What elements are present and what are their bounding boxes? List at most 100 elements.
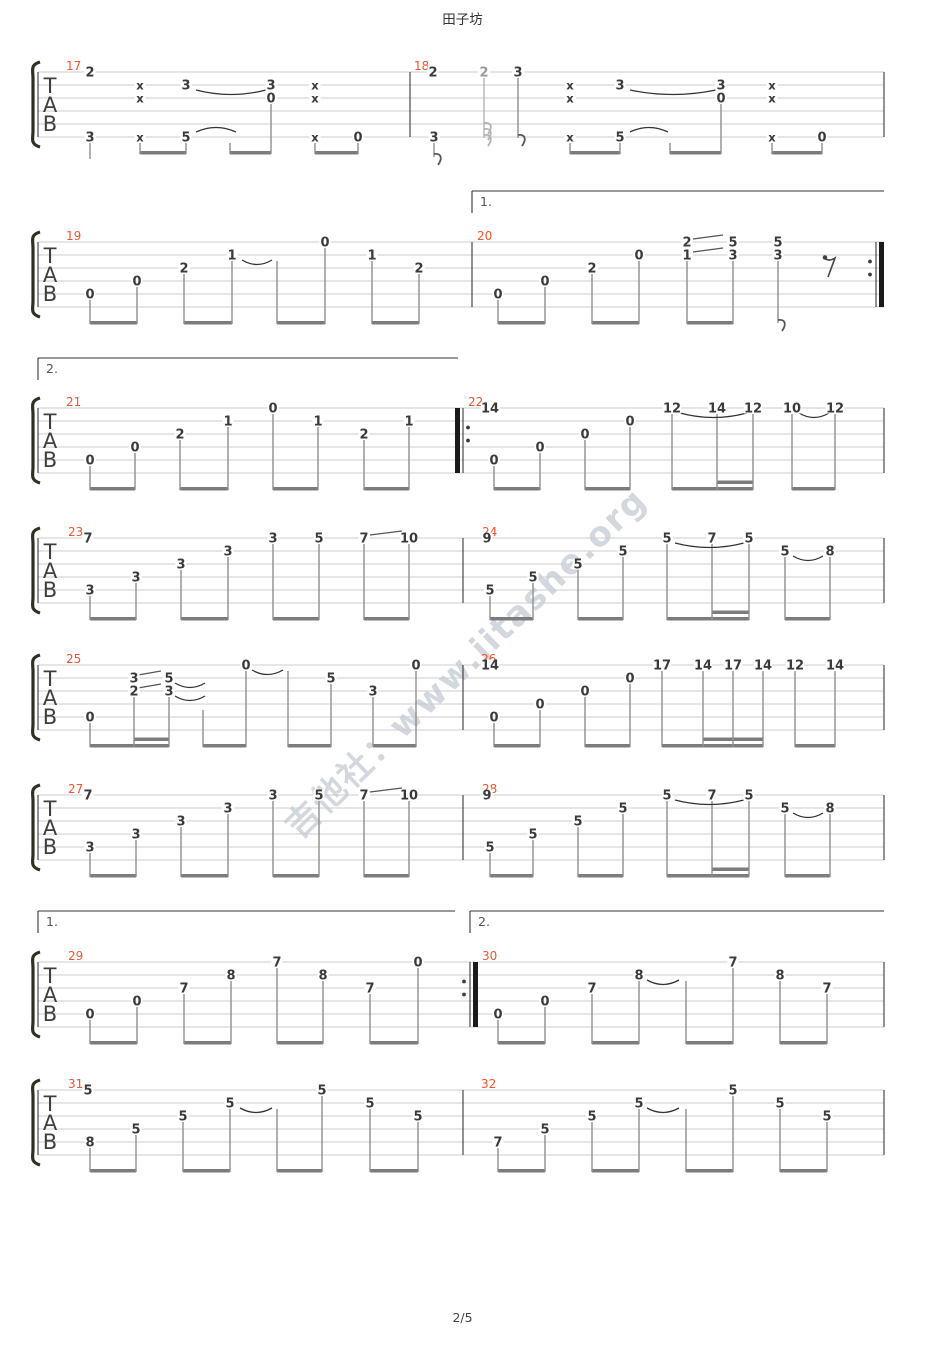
system-bracket xyxy=(30,950,41,1039)
note-halo xyxy=(706,532,718,544)
fret-number: 5 xyxy=(775,1097,784,1112)
fret-number: 2 xyxy=(179,262,188,277)
note-halo xyxy=(178,982,190,994)
note-halo xyxy=(134,131,146,143)
tab-clef-letter: T xyxy=(43,964,57,988)
volta-label: 1. xyxy=(46,914,58,929)
note-halo xyxy=(779,545,791,557)
note-halo xyxy=(652,659,672,671)
note-halo xyxy=(271,956,283,968)
fret-number: 5 xyxy=(528,571,537,586)
note-halo xyxy=(352,131,364,143)
dead-note: x xyxy=(311,92,319,106)
system-bracket xyxy=(30,60,41,149)
note-halo xyxy=(84,841,96,853)
slur xyxy=(792,812,824,819)
note-halo xyxy=(428,131,440,143)
fret-number: 5 xyxy=(314,789,323,804)
slur xyxy=(646,979,680,986)
beam xyxy=(230,151,271,155)
fret-number: 0 xyxy=(817,131,826,146)
beam xyxy=(667,874,749,878)
fret-number: 5 xyxy=(83,1084,92,1099)
note-halo xyxy=(82,532,94,544)
beam xyxy=(372,321,419,325)
beam xyxy=(277,321,325,325)
note-halo xyxy=(617,802,629,814)
tab-clef-letter: A xyxy=(43,263,58,287)
note-halo xyxy=(662,402,682,414)
tab-clef-letter: T xyxy=(43,74,57,98)
fret-number: 2 xyxy=(587,262,596,277)
note-halo xyxy=(779,802,791,814)
note-halo xyxy=(180,79,192,91)
tab-clef-letter: B xyxy=(43,282,57,306)
tab-clef-letter: A xyxy=(43,686,58,710)
fret-number: 5 xyxy=(728,236,737,251)
measure-number: 27 xyxy=(68,782,83,796)
fret-number: 3 xyxy=(223,545,232,560)
fret-number: 0 xyxy=(85,454,94,469)
note-halo xyxy=(772,236,784,248)
slur xyxy=(195,126,237,133)
measure-number: 25 xyxy=(66,652,81,666)
beam xyxy=(672,487,753,491)
note-halo xyxy=(366,249,378,261)
fret-number: 0 xyxy=(320,236,329,251)
beam xyxy=(498,1169,545,1173)
note-halo xyxy=(816,131,828,143)
fret-number: 5 xyxy=(528,828,537,843)
system-bracket xyxy=(30,396,41,485)
fret-number: 3 xyxy=(131,828,140,843)
fret-number: 0 xyxy=(85,1008,94,1023)
note-halo xyxy=(427,66,439,78)
slur xyxy=(629,126,669,133)
fret-number: 3 xyxy=(181,79,190,94)
note-halo xyxy=(624,415,636,427)
note-halo xyxy=(743,532,755,544)
note-halo xyxy=(774,969,786,981)
fret-number: 7 xyxy=(728,956,737,971)
note-halo xyxy=(512,66,524,78)
note-halo xyxy=(484,841,496,853)
beam xyxy=(792,487,835,491)
note-halo xyxy=(766,92,778,104)
fret-number: 14 xyxy=(481,402,499,417)
fret-number: 5 xyxy=(317,1084,326,1099)
note-flag xyxy=(777,318,786,332)
fret-number: 3 xyxy=(85,841,94,856)
fret-number: 0 xyxy=(716,92,725,107)
fret-number: 5 xyxy=(618,802,627,817)
beam xyxy=(498,1041,545,1045)
fret-number: 0 xyxy=(634,249,643,264)
tab-clef-letter: B xyxy=(43,112,57,136)
fret-number: 0 xyxy=(535,698,544,713)
fret-number: 0 xyxy=(413,956,422,971)
note-halo xyxy=(226,249,238,261)
note-halo xyxy=(534,698,546,710)
fret-number: 3 xyxy=(268,532,277,547)
fret-number: 5 xyxy=(131,1123,140,1138)
fret-number: 7 xyxy=(707,789,716,804)
beam xyxy=(494,744,540,748)
note-halo xyxy=(413,262,425,274)
fret-number: 0 xyxy=(132,995,141,1010)
measure-number: 17 xyxy=(66,59,81,73)
note-halo xyxy=(527,828,539,840)
page-title: 田子坊 xyxy=(442,12,483,28)
note-halo xyxy=(727,1084,739,1096)
beam xyxy=(592,1041,639,1045)
fret-number: 0 xyxy=(493,288,502,303)
fret-number: 5 xyxy=(587,1110,596,1125)
tab-clef-letter: B xyxy=(43,1002,57,1026)
beam xyxy=(592,1169,639,1173)
beam xyxy=(670,151,721,155)
dead-note: x xyxy=(566,131,574,145)
note-halo xyxy=(267,402,279,414)
note-halo xyxy=(412,956,424,968)
note-halo xyxy=(727,249,739,261)
slur xyxy=(629,89,717,96)
fret-number: 3 xyxy=(773,249,782,264)
note-halo xyxy=(403,415,415,427)
